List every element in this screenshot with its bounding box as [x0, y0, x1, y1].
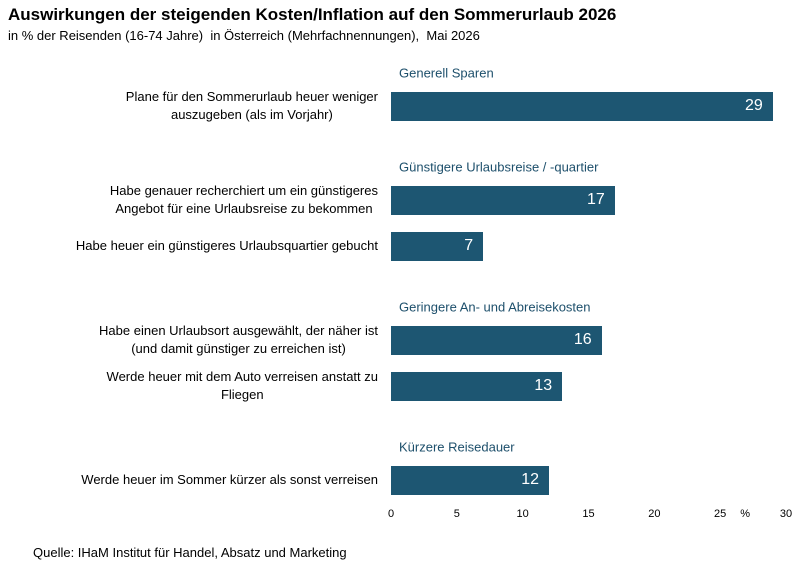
value-label: 17	[587, 191, 605, 208]
bar	[391, 185, 615, 215]
chart-title: Auswirkungen der steigenden Kosten/Infla…	[8, 5, 617, 24]
x-tick-label: 5	[453, 508, 460, 520]
x-tick-label: 25	[714, 508, 727, 520]
category-text: Habe einen Urlaubsort ausgewählt, der nä…	[99, 323, 378, 356]
source-note: Quelle: IHaM Institut für Handel, Absatz…	[33, 545, 347, 560]
category-text: Plane für den Sommerurlaub heuer weniger…	[125, 89, 378, 122]
group-heading: Generell Sparen	[399, 65, 494, 81]
value-label: 12	[521, 471, 539, 488]
category-label: Habe genauer recherchiert um ein günstig…	[18, 182, 378, 218]
value-label: 29	[745, 97, 763, 114]
x-tick-label: 10	[516, 508, 529, 520]
category-text: Habe genauer recherchiert um ein günstig…	[109, 183, 378, 216]
bar	[391, 465, 549, 495]
category-text: Habe heuer ein günstigeres Urlaubsquarti…	[75, 238, 378, 253]
chart-subtitle: in % der Reisenden (16-74 Jahre) in Öste…	[8, 28, 480, 43]
bar	[391, 325, 602, 355]
bar	[391, 371, 563, 401]
category-text: Werde heuer im Sommer kürzer als sonst v…	[81, 472, 378, 487]
bar	[391, 231, 484, 261]
x-unit-label: %	[740, 508, 751, 520]
group-heading: Kürzere Reisedauer	[399, 439, 515, 455]
x-tick-label: 15	[582, 508, 595, 520]
group-heading: Geringere An- und Abreisekosten	[399, 299, 591, 315]
bar	[391, 91, 773, 121]
category-label: Habe einen Urlaubsort ausgewählt, der nä…	[18, 322, 378, 358]
group-heading: Günstigere Urlaubsreise / -quartier	[399, 159, 599, 175]
category-label: Werde heuer mit dem Auto verreisen ansta…	[18, 368, 378, 404]
x-tick-label: 30	[779, 508, 793, 520]
x-tick-label: 0	[387, 508, 395, 520]
category-text: Werde heuer mit dem Auto verreisen ansta…	[106, 369, 378, 402]
category-label: Werde heuer im Sommer kürzer als sonst v…	[18, 471, 378, 489]
x-tick-label: 20	[648, 508, 661, 520]
value-label: 7	[464, 237, 474, 254]
value-label: 16	[573, 331, 592, 348]
category-label: Plane für den Sommerurlaub heuer weniger…	[18, 88, 378, 124]
category-label: Habe heuer ein günstigeres Urlaubsquarti…	[18, 237, 378, 255]
value-label: 13	[534, 377, 553, 394]
